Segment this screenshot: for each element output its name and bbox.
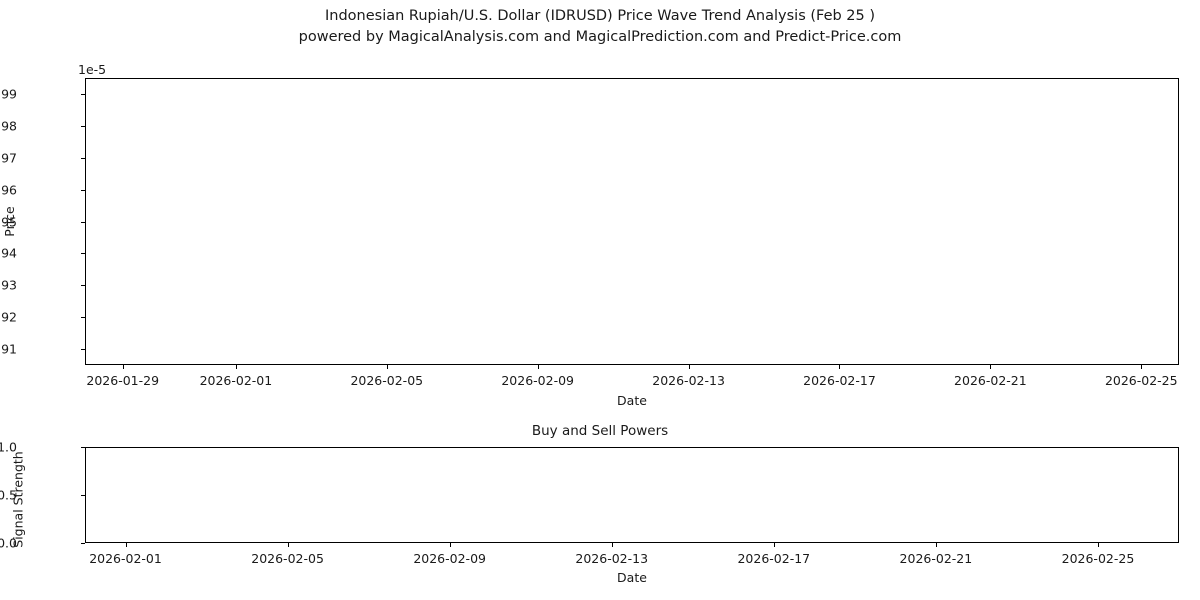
price-x-tick-label-4: 2026-02-13 [652, 373, 725, 388]
price-x-tick-label-2: 2026-02-05 [350, 373, 424, 388]
price-y-tick-label-4: 5.95 [0, 214, 17, 229]
signal-x-tick-mark [773, 543, 775, 547]
signal-x-tick-label-3: 2026-02-13 [575, 551, 649, 566]
signal-x-tick-label-1: 2026-02-05 [251, 551, 324, 566]
price-y-tick-label-8: 5.99 [0, 86, 17, 102]
page-title: Indonesian Rupiah/U.S. Dollar (IDRUSD) P… [0, 6, 1200, 48]
price-x-tick-mark [1141, 365, 1143, 369]
signal-x-tick-label-2: 2026-02-09 [413, 551, 486, 566]
price-y-tick-label-6: 5.97 [0, 150, 17, 166]
price-y-tick-mark [81, 349, 85, 351]
signal-x-tick-mark [935, 543, 937, 547]
price-x-tick-mark [688, 365, 690, 369]
price-y-tick-label-2: 5.93 [0, 277, 17, 293]
signal-y-tick-label-2: 1.0 [0, 439, 17, 455]
price-y-tick-mark [81, 221, 85, 223]
signal-x-tick-label-4: 2026-02-17 [737, 551, 811, 566]
price-x-tick-mark [386, 365, 388, 369]
price-y-tick-mark [81, 157, 85, 159]
signal-y-tick-mark [81, 543, 85, 544]
price-y-tick-mark [81, 253, 85, 255]
price-y-tick-mark [81, 93, 85, 95]
signal-y-tick-label-0: 0.0 [0, 535, 17, 551]
price-x-tick-label-0: 2026-01-29 [86, 373, 160, 388]
price-x-tick-label-7: 2026-02-25 [1104, 373, 1178, 388]
price-x-tick-label-1: 2026-02-01 [199, 373, 273, 388]
signal-chart-title: Buy and Sell Powers [531, 423, 669, 439]
signal-x-tick-mark [449, 543, 451, 547]
signal-x-tick-mark [125, 543, 127, 547]
signal-x-tick-label-0: 2026-02-01 [89, 551, 162, 566]
price-y-tick-mark [81, 125, 85, 127]
price-x-tick-label-5: 2026-02-17 [803, 373, 876, 388]
price-x-tick-mark [537, 365, 539, 369]
signal-axis-x-label: Date [617, 570, 647, 585]
price-chart-frame [85, 78, 1179, 365]
price-y-tick-mark [81, 189, 85, 191]
signal-x-tick-mark [611, 543, 613, 547]
price-x-tick-label-6: 2026-02-21 [954, 373, 1027, 388]
price-y-tick-label-3: 5.94 [0, 245, 17, 261]
price-x-tick-label-3: 2026-02-09 [501, 373, 575, 388]
signal-x-tick-mark [1097, 543, 1099, 547]
price-y-tick-label-0: 5.91 [0, 341, 17, 357]
price-y-tick-mark [81, 317, 85, 319]
title-line-primary: Indonesian Rupiah/U.S. Dollar (IDRUSD) P… [324, 8, 876, 24]
price-y-tick-label-7: 5.98 [0, 118, 17, 134]
signal-x-tick-mark [287, 543, 289, 547]
signal-x-tick-label-5: 2026-02-21 [899, 551, 973, 566]
price-axis-x-label: Date [617, 393, 647, 408]
price-y-tick-label-1: 5.92 [0, 309, 17, 325]
signal-chart-frame [85, 447, 1179, 543]
price-x-tick-mark [990, 365, 992, 369]
price-y-tick-label-5: 5.96 [0, 182, 17, 198]
signal-x-tick-label-6: 2026-02-25 [1061, 551, 1135, 566]
signal-y-tick-mark [81, 495, 85, 496]
price-x-tick-mark [839, 365, 841, 369]
price-chart-plot-area: MagicalAnalysis.com MagicalPrediction.co… [85, 78, 1179, 365]
price-x-tick-mark [235, 365, 237, 369]
signal-chart-plot-area: MagicalAnalysis.com MagicalPrediction.co… [85, 447, 1179, 543]
price-x-tick-mark [122, 365, 124, 369]
price-y-tick-mark [81, 285, 85, 287]
title-line-secondary: powered by MagicalAnalysis.com and Magic… [298, 29, 902, 45]
signal-y-tick-label-1: 0.5 [0, 487, 17, 503]
signal-y-tick-mark [81, 447, 85, 448]
y-axis-offset-label: 1e-5 [78, 62, 107, 77]
